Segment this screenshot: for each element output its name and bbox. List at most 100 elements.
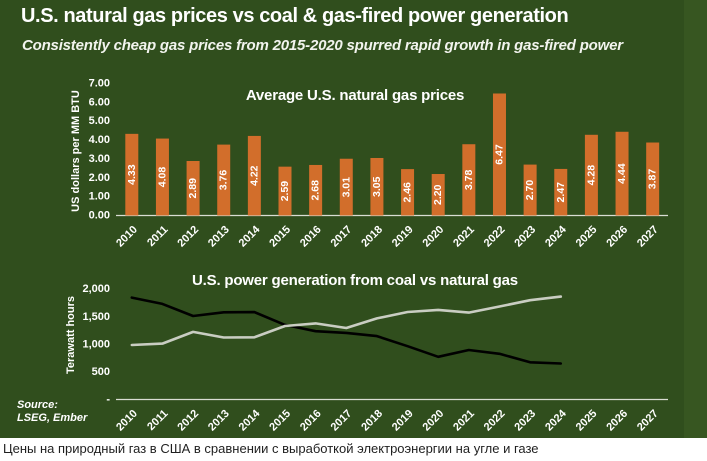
line-chart-year-label: 2023 bbox=[512, 408, 538, 434]
bar-chart-year-label: 2017 bbox=[329, 224, 355, 250]
bar-chart-title: Average U.S. natural gas prices bbox=[245, 87, 465, 104]
line-chart-year-label: 2014 bbox=[237, 407, 263, 433]
source-orgs: LSEG, Ember bbox=[17, 412, 88, 424]
bar-value-label: 2.68 bbox=[310, 180, 322, 201]
line-chart-year-label: 2015 bbox=[267, 408, 293, 434]
gas-price-bar-2020 bbox=[431, 174, 445, 216]
price-axis-tick-label: 3.00 bbox=[89, 153, 110, 165]
gas-price-bar-2022 bbox=[492, 93, 506, 216]
bar-value-label: 6.47 bbox=[493, 144, 505, 165]
line-chart-year-label: 2020 bbox=[421, 408, 447, 434]
line-chart-year-label: 2016 bbox=[298, 408, 324, 434]
price-axis-tick-label: 5.00 bbox=[89, 115, 110, 127]
bar-value-label: 4.44 bbox=[616, 163, 628, 184]
line-chart-year-label: 2024 bbox=[543, 407, 569, 433]
bar-chart-year-label: 2013 bbox=[206, 224, 232, 250]
green-panel-edge bbox=[684, 0, 707, 438]
line-chart-title: U.S. power generation from coal vs natur… bbox=[192, 272, 518, 289]
gas-price-bar-2016 bbox=[309, 164, 323, 216]
gas-price-bar-2010 bbox=[125, 133, 139, 216]
gas-price-bar-2021 bbox=[462, 144, 476, 216]
green-panel bbox=[0, 0, 707, 438]
caption-strip: Цены на природный газ в США в сравнении … bbox=[0, 438, 707, 461]
bar-chart-year-label: 2010 bbox=[114, 224, 140, 250]
price-axis-tick-label: 0.00 bbox=[89, 210, 110, 222]
gas-price-bar-2024 bbox=[554, 168, 568, 216]
line-chart-year-label: 2010 bbox=[114, 408, 140, 434]
price-axis-tick-label: 7.00 bbox=[89, 78, 110, 90]
bar-chart-year-label: 2016 bbox=[298, 224, 324, 250]
charts-canvas: 7.00 6.00 5.00 4.00 3.00 2.00 1.00 0.00 4.33 2010… bbox=[82, 78, 668, 434]
coal-generation-line bbox=[130, 296, 563, 365]
gas-price-bar-2014 bbox=[247, 135, 261, 216]
line-chart-year-label: 2018 bbox=[359, 408, 385, 434]
bar-value-label: 2.20 bbox=[432, 184, 444, 205]
gas-price-bar-2015 bbox=[278, 166, 292, 216]
line-chart-year-label: 2019 bbox=[390, 408, 416, 434]
gas-price-bar-2013 bbox=[217, 144, 231, 216]
gas-price-bar-2019 bbox=[401, 169, 415, 216]
bar-chart-year-label: 2021 bbox=[451, 224, 477, 250]
price-axis-tick-label: 6.00 bbox=[89, 96, 110, 108]
power-axis-tick-label: 2,000 bbox=[82, 283, 110, 295]
line-chart-year-label: 2011 bbox=[145, 408, 170, 433]
bar-chart-year-label: 2023 bbox=[512, 224, 538, 250]
power-axis-tick-label: 500 bbox=[92, 366, 110, 378]
power-axis-tick-label: - bbox=[106, 394, 110, 406]
bar-value-label: 4.08 bbox=[156, 167, 168, 188]
gas-price-bar-2018 bbox=[370, 157, 384, 216]
bar-value-label: 4.33 bbox=[126, 164, 138, 185]
gas-price-bar-2011 bbox=[155, 138, 169, 216]
bar-value-label: 3.05 bbox=[371, 176, 383, 197]
bar-chart-year-label: 2022 bbox=[482, 224, 508, 250]
gas-price-bar-2017 bbox=[339, 158, 353, 216]
bar-chart-year-label: 2019 bbox=[390, 224, 416, 250]
page-subtitle: Consistently cheap gas prices from 2015-… bbox=[22, 37, 623, 54]
bar-value-label: 2.47 bbox=[555, 182, 567, 203]
bar-chart-year-label: 2015 bbox=[267, 224, 293, 250]
price-axis-tick-label: 2.00 bbox=[89, 172, 110, 184]
gas-price-bar-2027 bbox=[646, 142, 660, 216]
price-axis-tick-label: 4.00 bbox=[89, 134, 110, 146]
bar-value-label: 3.76 bbox=[218, 170, 230, 191]
gas-generation-line bbox=[130, 295, 563, 347]
gas-price-bar-2025 bbox=[584, 134, 598, 216]
line-chart-year-label: 2027 bbox=[635, 408, 661, 434]
line-chart-year-label: 2012 bbox=[175, 408, 201, 434]
bar-value-label: 3.01 bbox=[340, 177, 352, 198]
bar-chart-year-label: 2024 bbox=[543, 223, 569, 249]
bar-value-label: 4.28 bbox=[585, 165, 597, 186]
line-chart-year-label: 2017 bbox=[329, 408, 355, 434]
bar-chart-year-label: 2026 bbox=[604, 224, 630, 250]
gas-price-bar-2012 bbox=[186, 161, 200, 216]
caption-text: Цены на природный газ в США в сравнении … bbox=[3, 441, 539, 456]
bar-chart-year-label: 2018 bbox=[359, 224, 385, 250]
bar-value-label: 3.78 bbox=[463, 169, 475, 190]
bar-value-label: 2.89 bbox=[187, 178, 199, 199]
gas-price-bar-2023 bbox=[523, 164, 537, 216]
bar-value-label: 2.46 bbox=[402, 182, 414, 203]
bar-chart-year-label: 2012 bbox=[175, 224, 201, 250]
bar-value-label: 2.70 bbox=[524, 180, 536, 201]
source-label: Source: bbox=[17, 399, 58, 411]
line-chart-year-label: 2013 bbox=[206, 408, 232, 434]
bar-chart-year-label: 2014 bbox=[237, 223, 263, 249]
price-axis-tick-label: 1.00 bbox=[89, 191, 110, 203]
line-chart-year-label: 2025 bbox=[574, 408, 600, 434]
bar-value-label: 4.22 bbox=[248, 165, 260, 186]
gas-price-bar-2026 bbox=[615, 131, 629, 216]
bar-value-label: 2.59 bbox=[279, 181, 291, 202]
line-chart-year-label: 2021 bbox=[451, 408, 477, 434]
power-axis-tick-label: 1,500 bbox=[82, 311, 110, 323]
bar-chart-year-label: 2011 bbox=[145, 224, 170, 249]
bar-chart-year-label: 2025 bbox=[574, 224, 600, 250]
bar-value-label: 3.87 bbox=[647, 169, 659, 190]
source-note: Source: LSEG, Ember bbox=[17, 399, 87, 425]
power-axis-tick-label: 1,000 bbox=[82, 338, 110, 350]
bar-chart-year-label: 2020 bbox=[421, 224, 447, 250]
bar-chart-year-label: 2027 bbox=[635, 224, 661, 250]
line-chart-year-label: 2022 bbox=[482, 408, 508, 434]
line-chart-year-label: 2026 bbox=[604, 408, 630, 434]
page-title: U.S. natural gas prices vs coal & gas-fi… bbox=[21, 5, 569, 27]
